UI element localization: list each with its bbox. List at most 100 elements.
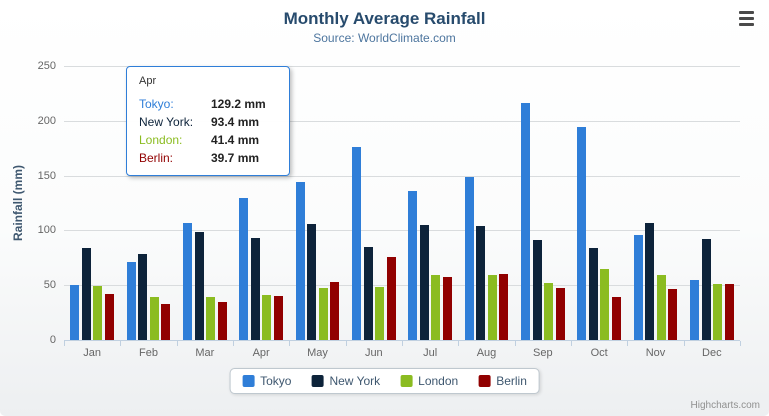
bar-london-jan[interactable] — [93, 286, 103, 340]
bar-new-york-jan[interactable] — [81, 248, 91, 340]
bar-new-york-mar[interactable] — [194, 232, 204, 340]
bar-london-oct[interactable] — [600, 268, 610, 340]
hamburger-icon — [738, 11, 754, 14]
y-gridline — [64, 175, 740, 177]
bar-tokyo-oct[interactable] — [577, 127, 587, 340]
bar-new-york-apr[interactable] — [250, 237, 260, 340]
x-axis-tick — [64, 341, 65, 346]
tooltip-series-value: 129.2 mm — [211, 97, 266, 111]
bar-berlin-jan[interactable] — [105, 293, 115, 340]
bar-tokyo-jul[interactable] — [408, 191, 418, 340]
legend-label: London — [418, 374, 459, 388]
highcharts-credit-link[interactable]: Highcharts.com — [690, 400, 760, 411]
bar-tokyo-feb[interactable] — [126, 261, 136, 340]
x-axis-label: Dec — [702, 347, 722, 359]
bar-tokyo-dec[interactable] — [689, 280, 699, 340]
bar-new-york-oct[interactable] — [588, 248, 598, 340]
export-menu-button[interactable] — [735, 9, 757, 28]
legend-label: Tokyo — [260, 374, 292, 388]
y-axis-label: 150 — [37, 169, 56, 182]
tooltip-row: Berlin: 39.7 mm — [139, 149, 277, 167]
bar-tokyo-nov[interactable] — [633, 235, 643, 340]
legend-label: Berlin — [496, 374, 527, 388]
x-axis-tick — [740, 341, 741, 346]
x-axis-label: Jun — [364, 347, 383, 359]
legend-swatch — [478, 375, 491, 387]
x-axis-label: Nov — [645, 347, 666, 359]
bar-london-feb[interactable] — [149, 297, 159, 340]
legend-label: New York — [329, 374, 381, 388]
bar-tokyo-jun[interactable] — [351, 147, 361, 340]
legend-item-london[interactable]: London — [400, 374, 458, 388]
bar-new-york-aug[interactable] — [476, 225, 486, 340]
x-axis-tick — [627, 341, 629, 346]
x-axis-tick — [402, 341, 403, 346]
tooltip-row: New York: 93.4 mm — [139, 113, 277, 131]
tooltip-series-value: 93.4 mm — [211, 115, 260, 129]
y-axis-label: 100 — [37, 224, 56, 237]
bar-london-mar[interactable] — [206, 296, 216, 340]
legend: Tokyo New York London Berlin — [229, 368, 540, 394]
bar-berlin-oct[interactable] — [612, 297, 622, 340]
bar-london-nov[interactable] — [656, 275, 666, 340]
bar-berlin-mar[interactable] — [217, 302, 227, 340]
bar-berlin-jun[interactable] — [386, 257, 396, 340]
bar-berlin-aug[interactable] — [499, 273, 509, 340]
bar-tokyo-apr[interactable] — [239, 198, 249, 340]
bar-new-york-nov[interactable] — [645, 223, 655, 340]
bar-berlin-jul[interactable] — [443, 277, 453, 340]
bar-berlin-apr[interactable] — [274, 296, 284, 340]
bar-berlin-feb[interactable] — [161, 303, 171, 340]
bar-new-york-sep[interactable] — [532, 240, 542, 340]
chart-subtitle: Source: WorldClimate.com — [313, 31, 456, 45]
bar-berlin-dec[interactable] — [724, 283, 734, 340]
bar-london-dec[interactable] — [713, 283, 723, 340]
bar-tokyo-sep[interactable] — [520, 102, 530, 340]
bar-london-aug[interactable] — [487, 274, 497, 340]
legend-swatch — [242, 375, 255, 387]
tooltip-series-label: Berlin: — [139, 151, 174, 165]
bar-london-may[interactable] — [318, 288, 328, 340]
bar-new-york-dec[interactable] — [701, 238, 711, 340]
x-axis-tick — [345, 341, 347, 346]
x-axis-tick — [571, 341, 572, 346]
chart-title: Monthly Average Rainfall — [283, 9, 486, 28]
x-axis-label: Jul — [423, 347, 438, 359]
y-gridline — [64, 120, 740, 122]
y-gridline — [64, 66, 740, 67]
tooltip-row: London: 41.4 mm — [139, 131, 277, 149]
tooltip-series-label: London: — [139, 133, 183, 147]
legend-item-new-york[interactable]: New York — [311, 374, 380, 388]
bar-new-york-may[interactable] — [307, 223, 317, 340]
bar-london-sep[interactable] — [544, 282, 554, 340]
legend-item-tokyo[interactable]: Tokyo — [242, 374, 291, 388]
x-axis-tick — [176, 341, 178, 346]
y-axis-label: 50 — [43, 279, 56, 292]
bar-berlin-may[interactable] — [330, 282, 340, 340]
bar-new-york-feb[interactable] — [138, 253, 148, 340]
bar-london-jul[interactable] — [431, 275, 441, 340]
legend-swatch — [311, 375, 324, 387]
bar-tokyo-jan[interactable] — [70, 285, 80, 340]
hamburger-icon — [738, 23, 754, 26]
legend-item-berlin[interactable]: Berlin — [478, 374, 527, 388]
tooltip-series-value: 39.7 mm — [211, 151, 260, 165]
bar-london-jun[interactable] — [375, 287, 385, 340]
y-gridline — [64, 230, 740, 232]
x-axis-tick — [514, 341, 516, 346]
x-axis-label: Jan — [83, 347, 102, 359]
bar-tokyo-may[interactable] — [295, 182, 305, 340]
legend-swatch — [400, 375, 413, 387]
bar-london-apr[interactable] — [262, 294, 272, 340]
x-axis-tick — [458, 341, 460, 346]
bar-berlin-nov[interactable] — [668, 288, 678, 340]
bar-berlin-sep[interactable] — [555, 287, 565, 340]
bar-new-york-jun[interactable] — [363, 247, 373, 340]
bar-tokyo-mar[interactable] — [182, 223, 192, 340]
x-axis-label: May — [307, 347, 328, 359]
x-axis-line — [64, 340, 740, 341]
bar-new-york-jul[interactable] — [419, 224, 429, 340]
bar-tokyo-aug[interactable] — [464, 177, 474, 340]
tooltip-series-label: Tokyo: — [139, 97, 174, 111]
